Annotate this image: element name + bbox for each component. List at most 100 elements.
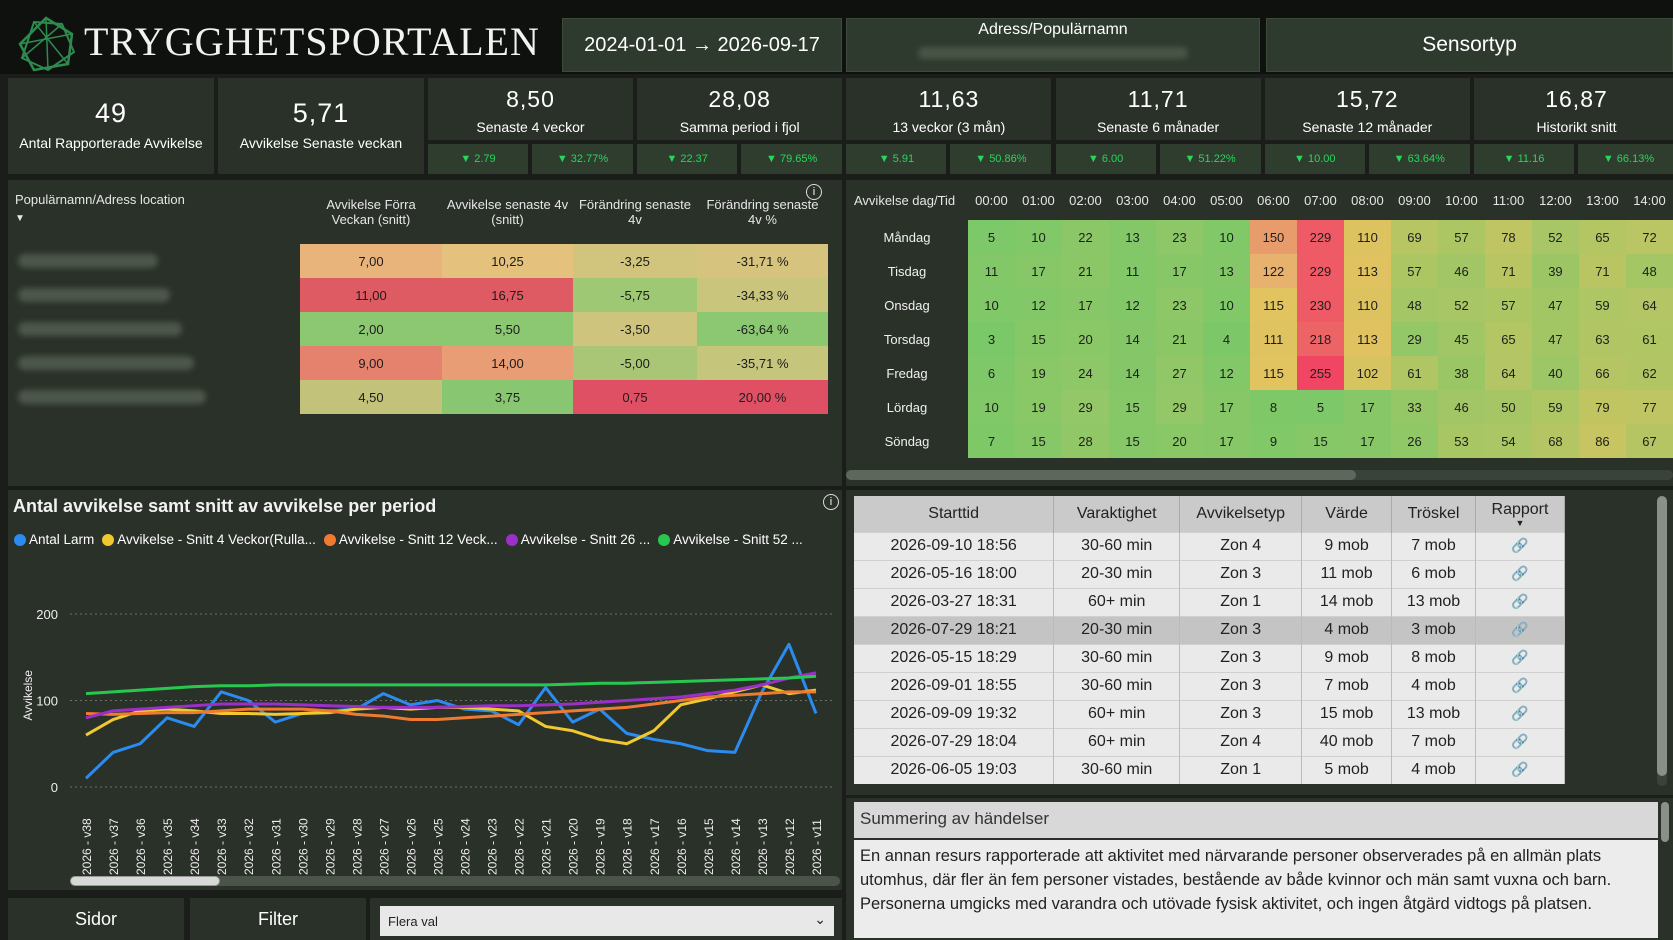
heatmap-cell[interactable]: 230: [1296, 288, 1344, 322]
heatmap-cell[interactable]: 17: [1014, 254, 1062, 288]
heatmap-cell[interactable]: 17: [1202, 424, 1250, 458]
heatmap-cell[interactable]: 229: [1296, 220, 1344, 254]
heatmap-cell[interactable]: 115: [1249, 288, 1297, 322]
heatmap-cell[interactable]: 27: [1155, 356, 1203, 390]
heatmap-cell[interactable]: 218: [1296, 322, 1344, 356]
series-line[interactable]: [85, 674, 817, 696]
report-link[interactable]: 🔗: [1475, 643, 1565, 672]
link-icon[interactable]: 🔗: [1511, 705, 1529, 721]
date-range-filter[interactable]: 2024-01-01 → 2026-09-17: [562, 18, 842, 72]
heatmap-cell[interactable]: 10: [1202, 288, 1250, 322]
heatmap-cell[interactable]: 28: [1061, 424, 1109, 458]
heatmap-cell[interactable]: 10: [1014, 220, 1062, 254]
heatmap-cell[interactable]: 21: [1061, 254, 1109, 288]
heatmap-cell[interactable]: 59: [1578, 288, 1626, 322]
heatmap-cell[interactable]: 10: [1202, 220, 1250, 254]
heatmap-cell[interactable]: 86: [1578, 424, 1626, 458]
heatmap-cell[interactable]: 115: [1249, 356, 1297, 390]
link-icon[interactable]: 🔗: [1511, 677, 1529, 693]
heatmap-cell[interactable]: 17: [1343, 424, 1391, 458]
heatmap-cell[interactable]: 229: [1296, 254, 1344, 288]
series-line[interactable]: [85, 671, 817, 720]
sort-desc-icon[interactable]: ▼: [1515, 517, 1525, 528]
heatmap-cell[interactable]: 12: [1014, 288, 1062, 322]
table-row[interactable]: 9,00 14,00 -5,00 -35,71 %: [8, 346, 828, 380]
heatmap-cell[interactable]: 15: [1014, 322, 1062, 356]
heatmap-cell[interactable]: 6: [967, 356, 1015, 390]
heatmap-cell[interactable]: 57: [1484, 288, 1532, 322]
heatmap-cell[interactable]: 10: [967, 390, 1015, 424]
heatmap-cell[interactable]: 11: [967, 254, 1015, 288]
link-icon[interactable]: 🔗: [1511, 565, 1529, 581]
heatmap-cell[interactable]: 29: [1061, 390, 1109, 424]
legend-item[interactable]: Avvikelse - Snitt 26 ...: [505, 532, 650, 547]
heatmap-cell[interactable]: 110: [1343, 288, 1391, 322]
heatmap-cell[interactable]: 19: [1014, 356, 1062, 390]
heatmap-cell[interactable]: 67: [1625, 424, 1673, 458]
heatmap-cell[interactable]: 77: [1625, 390, 1673, 424]
heatmap-cell[interactable]: 150: [1249, 220, 1297, 254]
report-link[interactable]: 🔗: [1475, 531, 1565, 560]
report-link[interactable]: 🔗: [1475, 727, 1565, 756]
heatmap-cell[interactable]: 12: [1108, 288, 1156, 322]
heatmap-cell[interactable]: 255: [1296, 356, 1344, 390]
heatmap-cell[interactable]: 12: [1202, 356, 1250, 390]
legend-item[interactable]: Antal Larm: [14, 532, 94, 547]
heatmap-cell[interactable]: 47: [1531, 288, 1579, 322]
heatmap-cell[interactable]: 72: [1625, 220, 1673, 254]
heatmap-cell[interactable]: 45: [1437, 322, 1485, 356]
link-icon[interactable]: 🔗: [1511, 761, 1529, 778]
report-link[interactable]: 🔗: [1475, 671, 1565, 700]
heatmap-cell[interactable]: 78: [1484, 220, 1532, 254]
heatmap-cell[interactable]: 52: [1531, 220, 1579, 254]
heatmap-cell[interactable]: 102: [1343, 356, 1391, 390]
heatmap-scrollbar-thumb[interactable]: [846, 470, 1356, 480]
deviation-table-header[interactable]: Populärnamn/Adress location ▼: [8, 180, 300, 244]
legend-item[interactable]: Avvikelse - Snitt 12 Veck...: [323, 532, 498, 547]
heatmap-cell[interactable]: 113: [1343, 322, 1391, 356]
events-header[interactable]: Starttid: [854, 496, 1055, 532]
heatmap-cell[interactable]: 47: [1531, 322, 1579, 356]
heatmap-cell[interactable]: 48: [1625, 254, 1673, 288]
chart-scrollbar-thumb[interactable]: [70, 876, 220, 886]
heatmap-cell[interactable]: 61: [1625, 322, 1673, 356]
heatmap-cell[interactable]: 24: [1061, 356, 1109, 390]
heatmap-cell[interactable]: 71: [1484, 254, 1532, 288]
heatmap-cell[interactable]: 23: [1155, 220, 1203, 254]
heatmap-cell[interactable]: 48: [1390, 288, 1438, 322]
heatmap-cell[interactable]: 15: [1296, 424, 1344, 458]
heatmap-cell[interactable]: 53: [1437, 424, 1485, 458]
chart-scrollbar-track[interactable]: [70, 876, 840, 886]
heatmap-cell[interactable]: 21: [1155, 322, 1203, 356]
heatmap-cell[interactable]: 15: [1014, 424, 1062, 458]
heatmap-cell[interactable]: 64: [1625, 288, 1673, 322]
heatmap-cell[interactable]: 40: [1531, 356, 1579, 390]
events-header[interactable]: Varaktighet: [1053, 496, 1181, 532]
heatmap-cell[interactable]: 113: [1343, 254, 1391, 288]
heatmap-cell[interactable]: 64: [1484, 356, 1532, 390]
events-header[interactable]: Avvikelsetyp: [1179, 496, 1303, 532]
report-link[interactable]: 🔗: [1475, 559, 1565, 588]
heatmap-cell[interactable]: 5: [967, 220, 1015, 254]
heatmap-cell[interactable]: 3: [967, 322, 1015, 356]
heatmap-cell[interactable]: 63: [1578, 322, 1626, 356]
deviation-table-header[interactable]: Avvikelse senaste 4v (snitt): [446, 197, 569, 227]
heatmap-cell[interactable]: 10: [967, 288, 1015, 322]
report-link[interactable]: 🔗: [1475, 587, 1565, 616]
heatmap-cell[interactable]: 39: [1531, 254, 1579, 288]
series-line[interactable]: [84, 642, 818, 780]
events-scrollbar-thumb[interactable]: [1657, 496, 1667, 776]
table-row[interactable]: 2026-09-09 19:32 60+ min Zon 3 15 mob 13 mob…: [854, 699, 1565, 728]
heatmap-cell[interactable]: 8: [1249, 390, 1297, 424]
heatmap-cell[interactable]: 29: [1155, 390, 1203, 424]
table-row[interactable]: 2,00 5,50 -3,50 -63,64 %: [8, 312, 828, 346]
table-row[interactable]: 2026-03-27 18:31 60+ min Zon 1 14 mob 13 mob…: [854, 587, 1565, 616]
sort-desc-icon[interactable]: ▼: [15, 213, 25, 224]
heatmap-cell[interactable]: 15: [1108, 424, 1156, 458]
heatmap-cell[interactable]: 26: [1390, 424, 1438, 458]
heatmap-cell[interactable]: 15: [1108, 390, 1156, 424]
link-icon[interactable]: 🔗: [1511, 649, 1529, 665]
heatmap-scrollbar-track[interactable]: [846, 470, 1673, 480]
